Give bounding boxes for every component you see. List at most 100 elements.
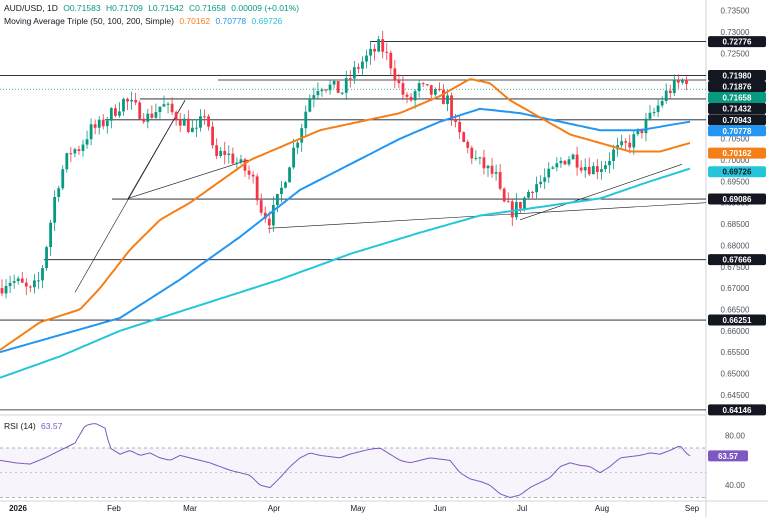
candle-body [442,89,445,105]
candle-body [114,108,117,116]
candle-body [644,118,648,134]
candle-body [620,141,624,146]
candle-body [648,112,652,119]
candle-body [85,139,89,145]
candle-body [182,118,186,126]
moving-averages [0,78,691,379]
candle-body [417,83,421,92]
candle-body [239,159,243,163]
candle-body [539,181,543,185]
candle-body [146,113,150,122]
candle-body [0,288,4,294]
candles [0,30,688,299]
candle-body [413,91,417,101]
candle-body [523,197,526,209]
candle-body [243,159,247,171]
x-tick-label: Jul [517,504,527,513]
candle-body [33,280,36,288]
price-badge-label: 0.66251 [723,316,752,325]
price-badge [708,70,766,82]
rsi-tick-label: 80.00 [725,432,746,441]
candle-body [162,104,166,107]
candle-body [308,98,312,112]
candle-body [101,119,105,127]
y-tick-label: 0.73500 [721,7,750,16]
candle-body [57,188,61,197]
candle-body [280,187,283,194]
candle-body [405,94,409,97]
candle-body [158,106,162,113]
x-tick-label: Aug [595,504,609,513]
candle-body [251,174,255,177]
candle-body [656,105,660,113]
ma-legend: Moving Average Triple (50, 100, 200, Sim… [4,16,285,26]
candle-body [61,169,65,189]
price-badge [708,36,766,48]
candle-body [543,177,547,182]
price-badge [708,254,766,266]
candle-body [97,119,101,128]
horizontal-levels [0,41,706,411]
candle-body [571,154,575,160]
candle-body [612,149,615,161]
candle-body [676,79,680,83]
rsi-legend-value: 63.57 [41,421,63,431]
candle-body [227,153,231,155]
candle-body [219,150,223,156]
price-badge-label: 0.64146 [723,406,752,415]
candle-body [563,160,567,165]
candle-body [89,124,93,140]
rsi-label[interactable]: RSI (14) [4,421,36,431]
price-badge [708,125,766,137]
rsi-tick-label: 40.00 [725,481,746,490]
candle-body [4,285,8,294]
symbol-label[interactable]: AUD/USD, 1D [4,3,58,13]
trendline [519,164,683,221]
y-tick-label: 0.73000 [721,28,750,37]
candle-body [555,163,559,168]
y-tick-label: 0.67000 [721,284,750,293]
candle-body [154,112,158,118]
price-badge-label: 0.70162 [723,149,752,158]
candle-body [81,144,85,151]
candle-body [421,83,425,85]
candle-body [466,141,470,148]
high-value: H0.71709 [105,3,143,13]
candle-body [583,166,587,171]
price-badge [708,193,766,205]
candle-body [8,282,12,286]
rsi-badge [708,450,748,462]
x-tick-label: May [350,504,365,513]
candle-body [474,157,478,159]
candle-body [685,79,688,84]
candle-body [53,196,57,223]
price-axis[interactable]: 0.735000.730000.725000.720000.715000.710… [708,7,766,490]
candle-body [401,83,405,95]
candle-body [276,193,279,206]
candle-body [170,103,174,113]
candle-body [199,116,202,128]
candle-body [178,120,182,126]
candle-body [247,170,251,175]
candle-body [551,167,555,169]
candle-body [255,176,259,201]
y-tick-label: 0.67500 [721,263,750,272]
candle-body [636,128,640,135]
candle-body [482,157,486,169]
candle-body [93,124,97,128]
candle-body [567,159,571,165]
price-badge-label: 0.69086 [723,195,752,204]
candle-body [231,153,235,164]
candle-body [672,79,676,94]
candle-body [535,184,538,193]
candle-body [105,120,109,127]
price-badge-label: 0.69726 [723,168,752,177]
ma-label[interactable]: Moving Average Triple (50, 100, 200, Sim… [4,16,174,26]
candle-body [348,78,352,80]
time-axis[interactable]: 2026 Feb Mar Apr May Jun Jul Aug Sep [9,504,700,513]
trendlines [74,100,707,293]
candle-body [433,88,437,95]
y-tick-label: 0.70500 [721,135,750,144]
price-badge [708,147,766,159]
